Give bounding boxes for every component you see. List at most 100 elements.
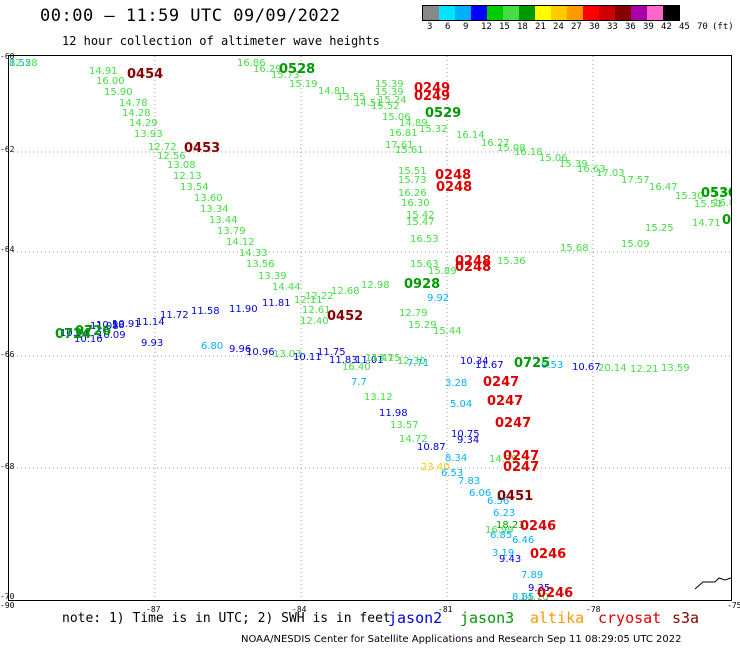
color-scale-swatch xyxy=(439,6,455,20)
swh-value-label: 15.36 xyxy=(497,256,526,267)
swh-value-label: 8.85 xyxy=(512,592,534,600)
swh-value-label: 14.78 xyxy=(119,98,148,109)
color-scale-swatch xyxy=(471,6,487,20)
swh-value-label: 12.30 xyxy=(397,356,426,367)
swh-value-label: 16.81 xyxy=(389,128,418,139)
swh-value-label: 15.42 xyxy=(406,210,435,221)
color-scale-swatch xyxy=(583,6,599,20)
pass-time-label: 0246 xyxy=(520,519,556,534)
pass-time-label: 09 xyxy=(722,213,731,228)
swh-value-label: 15.39 xyxy=(375,79,404,90)
pass-time-label: 0248 xyxy=(455,254,491,269)
swh-value-label: 14.71 xyxy=(692,218,721,229)
swh-value-label: 11.83 xyxy=(329,355,358,366)
swh-value-label: 5.04 xyxy=(450,399,472,410)
color-scale-label: 21 xyxy=(535,22,546,32)
swh-value-label: 13.15 xyxy=(372,353,401,364)
swh-value-label: 13.12 xyxy=(364,392,393,403)
swh-value-label: 15.32 xyxy=(419,124,448,135)
swh-value-label: 14.44 xyxy=(272,282,301,293)
swh-value-label: 11.98 xyxy=(379,408,408,419)
swh-value-label: 15.24 xyxy=(378,95,407,106)
swh-value-label: 16.99 xyxy=(485,525,514,536)
swh-value-label: 10.11 xyxy=(293,352,322,363)
swh-value-label: 9.35 xyxy=(528,583,550,594)
lat-label: -68 xyxy=(0,462,15,471)
coastline xyxy=(694,577,732,590)
swh-value-label: 14.29 xyxy=(129,118,158,129)
swh-value-label: 13.59 xyxy=(661,363,690,374)
swh-value-label: 14.91 xyxy=(89,66,118,77)
color-scale-swatch xyxy=(551,6,567,20)
swh-value-label: 9.92 xyxy=(427,293,449,304)
swh-value-label: 15.44 xyxy=(433,326,462,337)
swh-value-label: 15.29 xyxy=(408,320,437,331)
pass-time-label: 0248 xyxy=(455,260,491,275)
map-plot-area: 14.91 16.00 15.90 14.78 14.28 14.29 13.93 12.72… xyxy=(8,55,740,609)
color-scale-label: 30 xyxy=(589,22,600,32)
swh-value-label: 11.75 xyxy=(317,347,346,358)
color-scale-swatch xyxy=(631,6,647,20)
swh-value-label: 13.54 xyxy=(180,182,209,193)
swh-value-label: 14.81 xyxy=(318,86,347,97)
swh-value-label: 11.08 xyxy=(90,321,119,332)
color-scale-label: 39 xyxy=(643,22,654,32)
swh-value-label: 23.40 xyxy=(421,462,450,473)
swh-value-label: 16.40 xyxy=(342,362,371,373)
lon-label: -81 xyxy=(438,605,453,614)
lat-label: -60 xyxy=(0,52,15,61)
color-scale-swatch xyxy=(663,6,679,20)
sat-jason2-label: jason2 xyxy=(388,609,443,627)
swh-value-label: 29.90 xyxy=(730,363,731,374)
color-scale-swatch xyxy=(423,6,439,20)
color-scale-labels: 3 6 9 12 15 18 21 24 27 30 33 36 39 42 45 70 (ft) xyxy=(422,21,734,33)
note-text: note: 1) Time is in UTC; 2) SWH is in fe… xyxy=(62,611,391,626)
swh-value-label: 18.23 xyxy=(496,520,525,531)
pass-time-label: 0249 xyxy=(414,81,450,96)
swh-value-label: 20.14 xyxy=(598,363,627,374)
color-scale-swatch xyxy=(567,6,583,20)
pass-time-label: 0451 xyxy=(497,489,533,504)
swh-value-label: 16.00 xyxy=(96,76,125,87)
lon-label: -84 xyxy=(292,605,307,614)
swh-value-label: 13.57 xyxy=(390,420,419,431)
pass-time-label: 0452 xyxy=(327,309,363,324)
color-scale-swatch xyxy=(503,6,519,20)
swh-value-label: 12.22 xyxy=(305,291,334,302)
swh-value-label: 11.67 xyxy=(475,360,504,371)
swh-value-label: 15.09 xyxy=(621,239,650,250)
footer-credit: NOAA/NESDIS Center for Satellite Applica… xyxy=(241,634,682,645)
swh-value-label: 13.39 xyxy=(258,271,287,282)
swh-value-label: 13.08 xyxy=(167,160,196,171)
color-scale-legend: 3 6 9 12 15 18 21 24 27 30 33 36 39 42 45 70 (ft) xyxy=(422,5,734,33)
pass-time-label: 0246 xyxy=(537,586,573,600)
color-scale-label: 24 xyxy=(553,22,564,32)
lat-label: -70 xyxy=(0,592,15,601)
pass-time-label: 0725 xyxy=(514,356,550,371)
swh-value-label: 6.06 xyxy=(469,488,491,499)
swh-value-label: 9.93 xyxy=(141,338,163,349)
swh-value-label: 11.90 xyxy=(229,304,258,315)
swh-value-label: 12.11 xyxy=(294,295,323,306)
pass-time-label: 0529 xyxy=(425,106,461,121)
swh-value-label: 12.72 xyxy=(148,142,177,153)
swh-value-label: 10.34 xyxy=(460,356,489,367)
swh-value-label: 6.80 xyxy=(201,341,223,352)
swh-value-label: 14.89 xyxy=(399,118,428,129)
swh-value-label: 8.52 xyxy=(9,58,31,69)
swh-value-label: 9.43 xyxy=(499,554,521,565)
swh-value-label: 15.90 xyxy=(104,87,133,98)
swh-value-label: 6.56 xyxy=(487,496,509,507)
color-scale-label: 6 xyxy=(445,22,451,32)
pass-time-label: 0724 xyxy=(55,327,91,342)
swh-value-label: 15.39 xyxy=(559,159,588,170)
swh-value-label: 12.79 xyxy=(399,308,428,319)
swh-value-label: 14.70 xyxy=(520,592,549,600)
swh-value-label: 15.24 xyxy=(704,188,731,199)
swh-value-label: 6.53 xyxy=(541,360,563,371)
swh-value-label: 12.40 xyxy=(300,316,329,327)
lat-label: -66 xyxy=(0,350,15,359)
swh-value-label: 11.81 xyxy=(262,298,291,309)
swh-value-label: 11.47 xyxy=(365,353,394,364)
